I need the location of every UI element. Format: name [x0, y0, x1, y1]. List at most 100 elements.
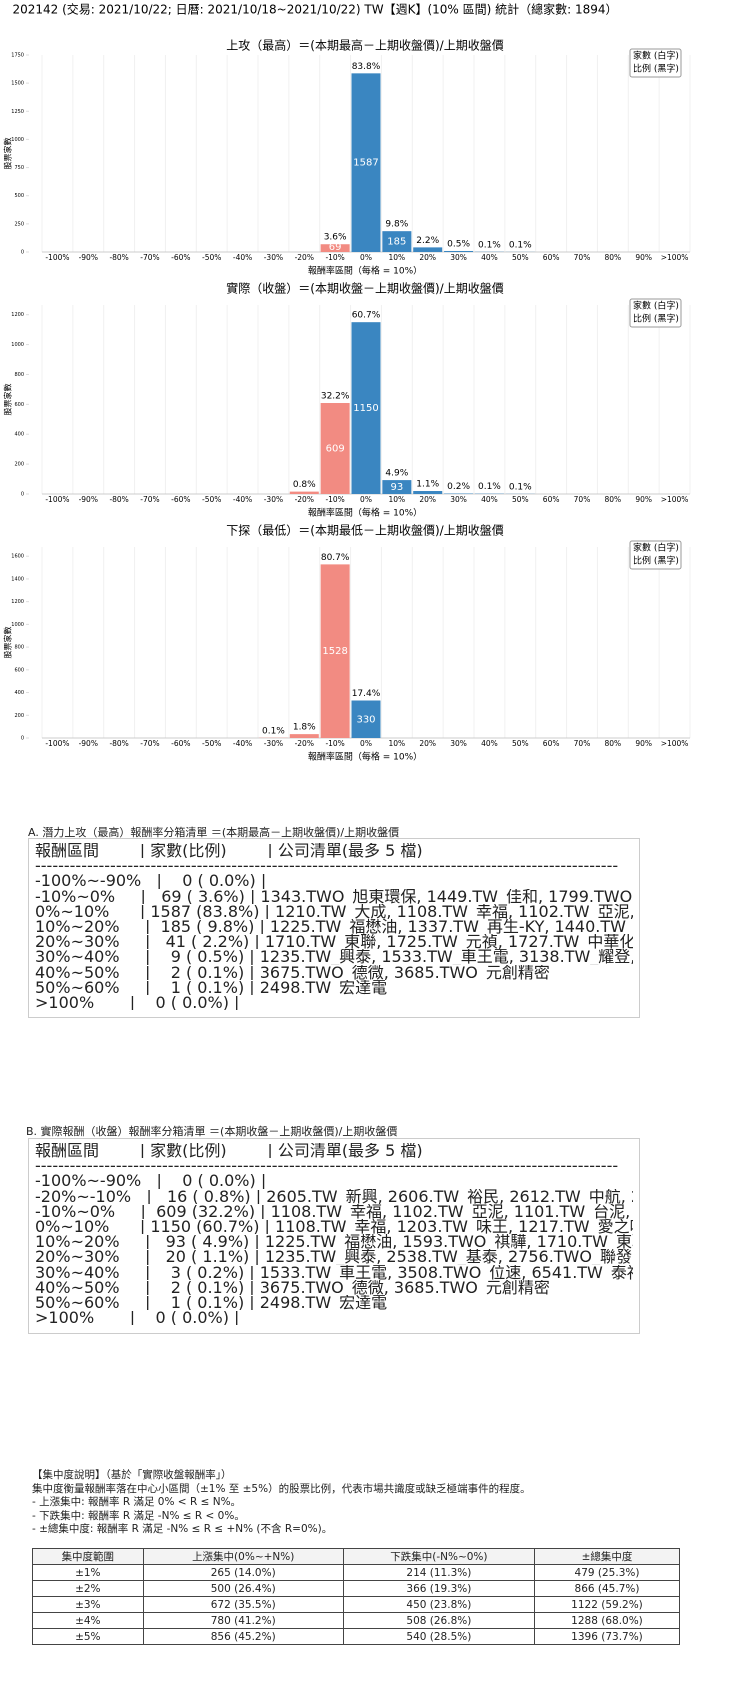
- list-row: 10%~20% | 185 ( 9.8%) | 1225.TW_福懋油, 133…: [35, 918, 633, 935]
- list-box: 報酬區間 | 家數(比例) | 公司清單(最多 5 檔) ------------…: [28, 1138, 640, 1334]
- y-tick-label: 800: [14, 372, 24, 378]
- table-cell: 508 (26.8%): [342, 1612, 535, 1629]
- x-tick-label: 20%: [419, 253, 436, 262]
- y-tick-label: 1600: [11, 554, 24, 560]
- x-tick-label: >100%: [661, 495, 689, 504]
- x-tick-label: -100%: [45, 495, 69, 504]
- value-label: 0.2%: [447, 482, 470, 492]
- x-tick-label: -90%: [79, 739, 98, 748]
- bar: [351, 700, 381, 738]
- y-tick-label: 1200: [11, 599, 24, 605]
- y-tick-label: 200: [14, 462, 24, 468]
- column-header: 集中度範圍: [32, 1548, 144, 1565]
- x-tick-label: 30%: [450, 253, 467, 262]
- x-tick-label: 20%: [419, 739, 436, 748]
- y-tick-label: 1400: [11, 576, 24, 582]
- note-line: 集中度衡量報酬率落在中心小區間（±1% 至 ±5%）的股票比例，代表市場共識度或…: [32, 1482, 531, 1495]
- table-cell: 1288 (68.0%): [533, 1612, 681, 1629]
- x-tick-label: -50%: [202, 495, 221, 504]
- y-tick-label: 800: [14, 645, 24, 651]
- table-cell: 366 (19.3%): [342, 1580, 535, 1597]
- x-tick-label: 0%: [360, 495, 372, 504]
- y-tick-label: 400: [14, 690, 24, 696]
- column-header: 下跌集中(-N%~0%): [342, 1548, 535, 1565]
- x-tick-label: -80%: [109, 495, 128, 504]
- value-label: 0.1%: [509, 482, 532, 492]
- x-tick-label: -40%: [233, 739, 252, 748]
- table-cell: ±5%: [32, 1628, 144, 1645]
- x-tick-label: 80%: [605, 739, 622, 748]
- x-tick-label: 50%: [512, 495, 529, 504]
- page-title: 202142 (交易: 2021/10/22; 日曆: 2021/10/18~2…: [12, 2, 617, 17]
- x-tick-label: -80%: [109, 739, 128, 748]
- list-row: 30%~40% | 9 ( 0.5%) | 1235.TW_興泰, 1533.T…: [35, 949, 633, 965]
- table-cell: 672 (35.5%): [142, 1596, 344, 1613]
- x-tick-label: 40%: [481, 495, 498, 504]
- table-header: 集中度範圍 上漲集中(0%~+N%) 下跌集中(-N%~0%) ±總集中度: [32, 1548, 681, 1565]
- legend-entry: 家數 (白字): [633, 542, 679, 554]
- bar: [413, 491, 443, 494]
- y-tick-label: 0: [21, 736, 24, 742]
- y-tick-label: 1000: [11, 622, 24, 628]
- value-label: 0.5%: [447, 239, 470, 249]
- y-tick-label: 400: [14, 432, 24, 438]
- y-axis-label: 股票家數: [3, 627, 13, 659]
- value-label: 60.7%: [352, 311, 381, 321]
- x-tick-label: 90%: [635, 495, 652, 504]
- y-tick-label: 600: [14, 402, 24, 408]
- value-label: 0.1%: [478, 240, 501, 250]
- list-row: -100%~-90% | 0 ( 0.0%) |: [35, 873, 267, 889]
- bar: [444, 250, 474, 252]
- list-row: 0%~10% | 1150 (60.7%) | 1108.TW_幸福, 1203…: [35, 1218, 633, 1235]
- y-axis-label: 股票家數: [3, 384, 13, 416]
- chart-title: 下探（最低）＝(本期最低－上期收盤價)/上期收盤價: [226, 524, 503, 538]
- y-tick-label: 500: [14, 193, 24, 199]
- table-cell: 540 (28.5%): [342, 1628, 535, 1645]
- value-label: 1.8%: [293, 723, 316, 733]
- table-row: ±2% 500 (26.4%) 366 (19.3%) 866 (45.7%): [32, 1580, 681, 1597]
- x-tick-label: -70%: [140, 253, 159, 262]
- table-cell: 866 (45.7%): [533, 1580, 681, 1597]
- x-tick-label: 10%: [389, 739, 406, 748]
- x-tick-label: -60%: [171, 739, 190, 748]
- list-row: >100% | 0 ( 0.0%) |: [35, 1310, 240, 1326]
- list-row: 10%~20% | 93 ( 4.9%) | 1225.TW_福懋油, 1593…: [35, 1234, 633, 1250]
- list-box: 報酬區間 | 家數(比例) | 公司清單(最多 5 檔) ------------…: [28, 838, 640, 1018]
- list-row: 50%~60% | 1 ( 0.1%) | 2498.TW_宏達電: [35, 979, 388, 995]
- x-tick-label: -10%: [325, 495, 344, 504]
- list-header: 報酬區間 | 家數(比例) | 公司清單(最多 5 檔): [35, 843, 423, 859]
- value-label: 2.2%: [416, 236, 439, 246]
- bar: [413, 247, 443, 252]
- x-tick-label: -40%: [233, 253, 252, 262]
- bar: [382, 480, 412, 494]
- table-cell: 1122 (59.2%): [533, 1596, 681, 1613]
- x-tick-label: -60%: [171, 253, 190, 262]
- bar: [320, 403, 350, 494]
- column-header: ±總集中度: [533, 1548, 681, 1565]
- x-tick-label: 80%: [605, 253, 622, 262]
- list-row: 40%~50% | 2 ( 0.1%) | 3675.TWO_德微, 3685.…: [35, 964, 550, 980]
- table-cell: ±3%: [32, 1596, 144, 1613]
- x-tick-label: 30%: [450, 495, 467, 504]
- table-row: ±1% 265 (14.0%) 214 (11.3%) 479 (25.3%): [32, 1564, 681, 1581]
- x-tick-label: -100%: [45, 739, 69, 748]
- legend-entry: 家數 (白字): [633, 50, 679, 62]
- list-row: 30%~40% | 3 ( 0.2%) | 1533.TW_車王電, 3508.…: [35, 1264, 633, 1280]
- legend-box: [629, 540, 682, 570]
- count-label: 185: [387, 237, 406, 248]
- x-tick-label: -50%: [202, 739, 221, 748]
- x-tick-label: -30%: [264, 253, 283, 262]
- x-tick-label: 90%: [635, 253, 652, 262]
- legend-entry: 比例 (黑字): [633, 313, 679, 325]
- x-tick-label: -60%: [171, 495, 190, 504]
- list-separator: ----------------------------------------…: [35, 1158, 619, 1174]
- bar: [289, 491, 319, 494]
- value-label: 0.1%: [478, 482, 501, 492]
- table-cell: 780 (41.2%): [142, 1612, 344, 1629]
- y-tick-label: 750: [14, 165, 24, 171]
- bar: [351, 73, 381, 252]
- value-label: 0.1%: [262, 726, 285, 736]
- x-tick-label: 60%: [543, 253, 560, 262]
- table-cell: ±2%: [32, 1580, 144, 1597]
- x-axis-label: 報酬率區間（每格 = 10%）: [308, 265, 422, 277]
